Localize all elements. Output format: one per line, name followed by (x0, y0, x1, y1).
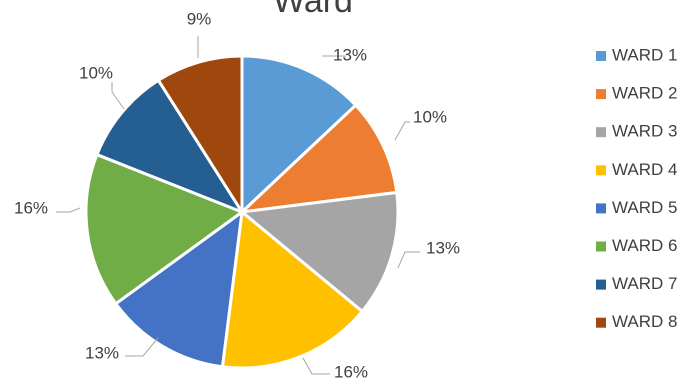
legend: WARD 1 WARD 2 WARD 3 WARD 4 WARD 5 WARD 6 WARD… (596, 45, 678, 331)
legend-item-ward-6: WARD 6 (596, 236, 678, 255)
data-label-ward-8: 9% (187, 9, 212, 28)
legend-label-ward-2: WARD 2 (612, 84, 678, 103)
legend-label-ward-5: WARD 5 (612, 198, 678, 217)
legend-item-ward-2: WARD 2 (596, 84, 678, 103)
legend-swatch-ward-3 (596, 127, 606, 138)
legend-label-ward-4: WARD 4 (612, 160, 678, 179)
leader-line-ward-7 (111, 82, 125, 110)
leader-line-ward-2 (394, 121, 410, 141)
pie-slice-ward-1 (240, 54, 358, 214)
legend-item-ward-5: WARD 5 (596, 198, 678, 217)
data-label-ward-5: 13% (85, 343, 119, 362)
legend-item-ward-3: WARD 3 (596, 122, 678, 141)
data-label-ward-3: 13% (426, 238, 460, 257)
data-label-ward-2: 10% (413, 107, 447, 126)
pie-slice-ward-8 (156, 54, 244, 214)
legend-label-ward-3: WARD 3 (612, 122, 678, 141)
data-label-ward-6: 16% (14, 198, 48, 217)
legend-label-ward-7: WARD 7 (612, 274, 678, 293)
legend-label-ward-8: WARD 8 (612, 312, 678, 331)
data-label-ward-4: 16% (334, 362, 368, 380)
data-label-ward-7: 10% (79, 63, 113, 82)
pie-slice-ward-2 (240, 103, 399, 214)
legend-swatch-ward-7 (596, 279, 606, 290)
data-label-ward-1: 13% (333, 45, 367, 64)
legend-item-ward-1: WARD 1 (596, 45, 678, 64)
legend-swatch-ward-8 (596, 317, 606, 328)
leader-line-ward-5 (125, 337, 159, 357)
pie-slice-ward-7 (95, 78, 244, 214)
legend-swatch-ward-6 (596, 241, 606, 252)
legend-swatch-ward-2 (596, 89, 606, 100)
leader-line-ward-6 (56, 207, 81, 213)
legend-item-ward-4: WARD 4 (596, 160, 678, 179)
data-labels: 13% 10% 13% 16% 13% 16% 10% 9% (14, 9, 460, 381)
leader-lines (56, 36, 420, 375)
leader-line-ward-4 (302, 357, 330, 375)
legend-swatch-ward-4 (596, 165, 606, 176)
legend-item-ward-8: WARD 8 (596, 312, 678, 331)
pie-slice-ward-6 (84, 153, 244, 306)
leader-line-ward-3 (397, 251, 420, 269)
pie-slice-ward-3 (240, 190, 400, 313)
pie-slices (84, 54, 400, 370)
legend-item-ward-7: WARD 7 (596, 274, 678, 293)
legend-label-ward-1: WARD 1 (612, 45, 678, 64)
legend-label-ward-6: WARD 6 (612, 236, 678, 255)
legend-swatch-ward-1 (596, 51, 606, 61)
pie-slice-ward-4 (220, 210, 364, 370)
pie-slice-ward-5 (114, 210, 244, 369)
legend-swatch-ward-5 (596, 203, 606, 214)
chart-title: Ward (273, 0, 353, 20)
